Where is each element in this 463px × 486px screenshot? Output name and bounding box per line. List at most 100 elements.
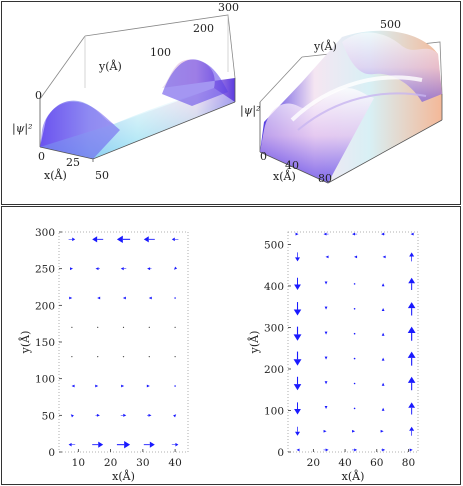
vector-arrow [120, 267, 127, 271]
right-zlabel: |ψ|² [240, 104, 260, 118]
vector-dot [122, 356, 125, 358]
vector-arrow [407, 326, 416, 341]
vector-arrow [116, 440, 131, 449]
vector-arrow [122, 296, 126, 300]
vector-arrow [381, 382, 385, 386]
vector-arrow [381, 357, 385, 361]
vector-arrow [294, 402, 301, 415]
vector-arrow [352, 429, 356, 433]
left-ytick-300: 300 [218, 2, 239, 14]
vector-arrow [353, 307, 356, 310]
vector-arrow [381, 407, 385, 411]
vector-arrow [323, 448, 329, 452]
vector-arrow [147, 413, 152, 417]
ytick-label: 200 [35, 300, 55, 312]
vector-arrow [92, 236, 104, 243]
vector-dot [148, 356, 150, 358]
left-xlabel: x(Å) [44, 168, 67, 182]
vector-arrow [92, 441, 104, 448]
vector-arrow [296, 448, 300, 452]
vector-arrow [174, 266, 178, 270]
ytick-label: 300 [35, 227, 55, 239]
vector-arrow [95, 413, 100, 417]
vector-arrow [174, 297, 176, 299]
vector-dot [97, 326, 99, 328]
quiver-left: 0 50 100 150 200 250 300 10 20 30 40 x(Å) y(Å) [18, 227, 189, 483]
vector-arrow [407, 351, 416, 366]
right-ytick-500: 500 [380, 18, 401, 31]
vector-arrow [353, 332, 356, 335]
vector-arrow [409, 252, 415, 262]
xtick-label: 60 [370, 457, 383, 469]
right-ylabel: y(Å) [313, 39, 337, 53]
vector-dot [174, 326, 176, 328]
vector-arrow [353, 283, 356, 285]
vector-arrow [381, 283, 385, 287]
ytick-label: 250 [35, 264, 55, 276]
vector-arrow [324, 356, 328, 360]
plot-frame [58, 231, 189, 453]
vector-arrow [408, 402, 416, 415]
vector-arrow [381, 332, 385, 336]
vector-arrow [354, 255, 358, 259]
ytick-label: 500 [264, 239, 284, 251]
vector-arrow [95, 384, 99, 388]
vector-dot [97, 356, 99, 358]
surface-right [259, 30, 443, 184]
surface-left [39, 14, 236, 162]
vector-arrow [380, 429, 384, 433]
vector-arrow [352, 232, 358, 236]
vector-arrow [294, 277, 301, 290]
vector-arrow [324, 381, 328, 385]
left-xtick-50: 50 [95, 169, 109, 182]
vector-dot [71, 356, 73, 358]
vector-arrow [408, 277, 416, 290]
vector-dot [71, 326, 73, 328]
vector-field-panel: 0 50 100 150 200 250 300 10 20 30 40 x(Å) y(Å) 0 100 20… [1, 206, 461, 485]
vector-arrow [323, 232, 329, 236]
vector-arrow [95, 267, 100, 271]
ytick-label: 150 [35, 337, 55, 349]
xtick-label: 80 [402, 457, 415, 469]
left-xtick-25: 25 [66, 156, 80, 169]
vector-arrow [324, 281, 328, 285]
right-xtick-0: 0 [260, 150, 267, 163]
vector-arrow [143, 236, 155, 243]
vector-arrow [410, 232, 414, 236]
vector-arrow [353, 357, 356, 360]
vector-arrow [295, 426, 301, 436]
left-ylabel: y(Å) [98, 59, 122, 73]
xtick-label: 20 [104, 457, 117, 469]
vector-arrow [381, 232, 386, 236]
y-axis-label: y(Å) [247, 331, 261, 355]
vector-arrow [148, 296, 152, 300]
vector-arrow [116, 235, 131, 244]
vector-arrow [171, 237, 179, 242]
xtick-label: 40 [338, 457, 351, 469]
vector-arrow [325, 255, 329, 259]
vector-dot [174, 356, 176, 358]
ytick-label: 100 [35, 374, 55, 386]
vector-arrow [68, 442, 76, 447]
vector-arrow [381, 448, 386, 452]
vector-arrow [121, 384, 125, 388]
vector-arrow [323, 429, 327, 433]
ytick-label: 0 [48, 447, 55, 459]
left-ztick-0: 0 [35, 89, 42, 102]
vector-arrow [381, 307, 385, 311]
vector-arrow [71, 384, 75, 388]
vector-arrow [324, 331, 328, 335]
vector-arrow [293, 302, 302, 316]
vector-arrow [293, 376, 302, 391]
xtick-label: 30 [136, 457, 149, 469]
xtick-label: 20 [307, 457, 320, 469]
vector-arrow [407, 302, 416, 316]
vector-arrow [174, 385, 176, 387]
vector-arrow [324, 306, 328, 310]
vector-arrow [295, 252, 301, 262]
right-xtick-40: 40 [285, 159, 299, 172]
vector-arrow [171, 442, 179, 447]
vector-arrow [353, 382, 356, 385]
y-axis-label: y(Å) [18, 331, 32, 355]
